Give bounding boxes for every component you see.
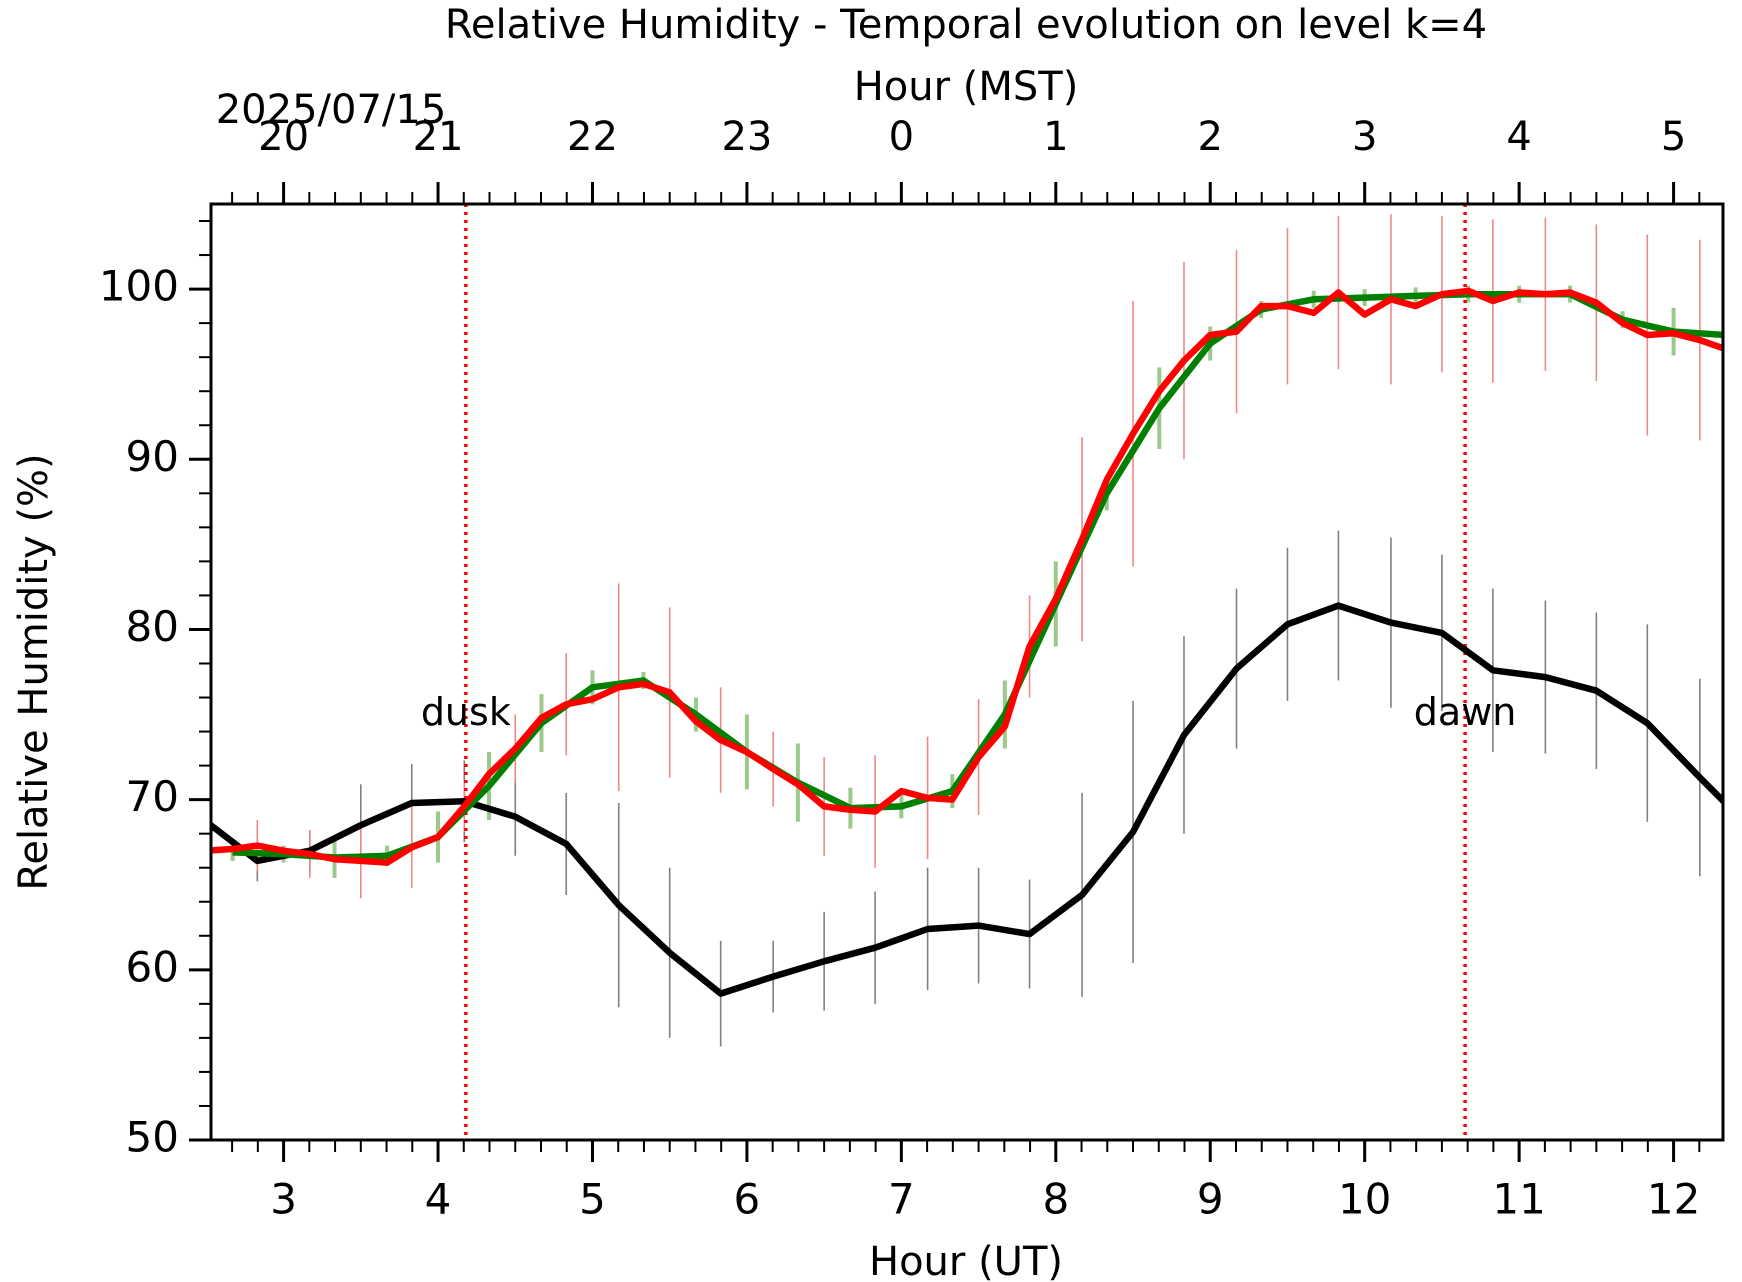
y-tick-label: 80 xyxy=(126,602,179,651)
plot-frame xyxy=(209,202,1725,1142)
x2-tick-label: 2 xyxy=(1198,114,1223,160)
x-tick-label: 6 xyxy=(734,1175,761,1224)
series-line xyxy=(211,287,1723,866)
x2-tick-label: 0 xyxy=(889,114,914,160)
y-axis-label: Relative Humidity (%) xyxy=(11,453,57,890)
plot-area: dusk dawn xyxy=(211,204,1723,1140)
y-tick-label: 70 xyxy=(126,772,179,821)
x-tick-label: 12 xyxy=(1647,1175,1700,1224)
y-tick-label: 100 xyxy=(99,262,179,311)
series-line xyxy=(211,602,1723,997)
y-tick-label: 60 xyxy=(126,942,179,991)
x-tick-label: 8 xyxy=(1042,1175,1069,1224)
x2-tick-label: 22 xyxy=(567,114,618,160)
x2-tick-label: 3 xyxy=(1352,114,1377,160)
x-axis-label: Hour (UT) xyxy=(869,1239,1063,1282)
y-tick-label: 50 xyxy=(126,1113,179,1162)
x-tick-label: 5 xyxy=(579,1175,606,1224)
event-label: dawn xyxy=(1414,690,1517,734)
x-tick-label: 7 xyxy=(888,1175,915,1224)
x2-tick-label: 1 xyxy=(1043,114,1068,160)
x-tick-label: 3 xyxy=(270,1175,297,1224)
event-label: dusk xyxy=(421,690,511,734)
x-tick-label: 11 xyxy=(1492,1175,1545,1224)
x2-tick-label: 21 xyxy=(413,114,464,160)
x2-tick-label: 20 xyxy=(258,114,309,160)
x2-axis-label: Hour (MST) xyxy=(854,64,1079,110)
x2-tick-label: 4 xyxy=(1506,114,1531,160)
date-label: 2025/07/15 xyxy=(216,87,447,133)
x2-tick-label: 23 xyxy=(721,114,772,160)
x-tick-label: 10 xyxy=(1338,1175,1391,1224)
y-tick-label: 90 xyxy=(126,432,179,481)
x2-tick-label: 5 xyxy=(1661,114,1686,160)
x-tick-label: 9 xyxy=(1197,1175,1224,1224)
x-tick-label: 4 xyxy=(425,1175,452,1224)
chart-title: Relative Humidity - Temporal evolution o… xyxy=(445,2,1487,48)
